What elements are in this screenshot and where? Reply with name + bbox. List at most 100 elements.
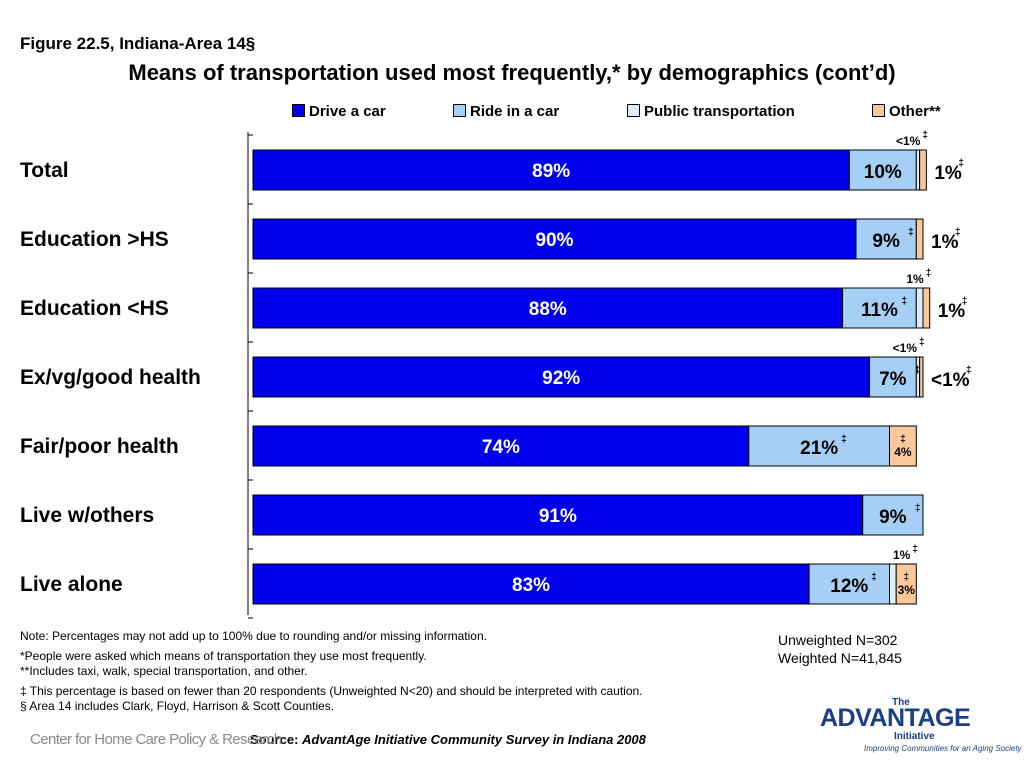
unweighted-n: Unweighted N=302 — [778, 632, 898, 648]
legend-swatch — [872, 104, 885, 117]
bar-segment — [748, 425, 890, 467]
caution-mark: ‡ — [915, 503, 921, 514]
legend-item: Ride in a car — [453, 103, 559, 120]
source-line: Source: AdvantAge Initiative Community S… — [250, 732, 646, 747]
data-label: 21% — [800, 438, 838, 459]
logo-initiative: Initiative — [894, 731, 935, 742]
bar-segment — [252, 425, 750, 467]
bar-segment — [848, 149, 917, 191]
data-label: 12% — [830, 576, 868, 597]
data-label: 10% — [864, 162, 902, 183]
bar-segment — [808, 563, 890, 605]
sample-size: Unweighted N=302 Weighted N=41,845 — [778, 631, 902, 667]
bar-segment — [915, 356, 921, 398]
legend-swatch — [627, 104, 640, 117]
source-text: AdvantAge Initiative Community Survey in… — [302, 732, 646, 747]
data-label: 9% — [872, 231, 900, 252]
data-label: 90% — [535, 230, 573, 251]
note-area: § Area 14 includes Clark, Floyd, Harriso… — [20, 699, 335, 713]
logo-tagline: Improving Communities for an Aging Socie… — [864, 744, 1022, 753]
bar-segment — [922, 287, 931, 329]
note-caution: ‡ This percentage is based on fewer than… — [20, 684, 643, 698]
bar-segment — [868, 356, 917, 398]
bar-segment — [252, 563, 810, 605]
bar-segment — [895, 563, 917, 605]
category-label: Fair/poor health — [20, 435, 179, 458]
data-label: 91% — [539, 506, 577, 527]
legend-label: Other** — [889, 103, 941, 120]
note-other: **Includes taxi, walk, special transport… — [20, 664, 308, 678]
data-label: 9% — [879, 507, 907, 528]
data-label: 1% — [934, 163, 962, 184]
legend-swatch — [292, 104, 305, 117]
data-label: 7% — [879, 369, 907, 390]
bar-segment — [855, 218, 917, 260]
data-label: 1% — [893, 548, 911, 562]
chart-title: Means of transportation used most freque… — [128, 60, 896, 85]
caution-mark: ‡ — [958, 158, 964, 169]
footnotes: Note: Percentages may not add up to 100%… — [20, 629, 643, 714]
category-label: Ex/vg/good health — [20, 366, 201, 389]
caution-mark: ‡ — [871, 572, 877, 583]
logo-the: The — [892, 697, 910, 708]
bar-segment — [915, 218, 924, 260]
bar-segment — [252, 149, 850, 191]
caution-mark: ‡ — [962, 296, 968, 307]
bar-segment — [842, 287, 917, 329]
legend-label: Ride in a car — [470, 103, 560, 120]
category-label: Live w/others — [20, 504, 155, 527]
advantage-initiative-logo: The ADVANTAGE Initiative Improving Commu… — [820, 697, 1022, 757]
data-label: 89% — [532, 161, 570, 182]
note-question: *People were asked which means of transp… — [20, 649, 427, 663]
weighted-n: Weighted N=41,845 — [778, 650, 902, 666]
data-label: 1% — [906, 272, 924, 286]
legend-item: Public transportation — [627, 103, 795, 120]
caution-mark: ‡ — [841, 434, 847, 445]
bar-segment — [889, 563, 897, 605]
data-label: <1% — [893, 341, 918, 355]
center-home-care-logo: Center for Home Care Policy & Research — [30, 731, 282, 748]
source-prefix: Source: — [250, 732, 299, 747]
caution-mark: ‡ — [926, 268, 932, 279]
bar-segment — [919, 356, 924, 398]
caution-mark: ‡ — [901, 296, 907, 307]
data-label: 74% — [482, 437, 520, 458]
legend-label: Drive a car — [309, 103, 386, 120]
logo-advantage: ADVANTAGE — [820, 704, 971, 732]
data-label: 4% — [894, 445, 912, 459]
caution-mark: ‡ — [903, 572, 909, 583]
legend-swatch — [453, 104, 466, 117]
data-label: 1% — [938, 301, 966, 322]
bar-segment — [252, 356, 870, 398]
caution-mark: ‡ — [966, 365, 972, 376]
bar-segment — [915, 287, 924, 329]
caution-mark: ‡ — [955, 227, 961, 238]
category-label: Total — [20, 159, 69, 182]
legend-item: Other** — [872, 103, 941, 120]
bar-segment — [889, 425, 917, 467]
caution-mark: ‡ — [922, 130, 928, 141]
bar-segment — [919, 149, 927, 191]
figure-label: Figure 22.5, Indiana-Area 14§ — [20, 34, 256, 53]
data-label: 88% — [529, 299, 567, 320]
bar-chart: 89% 10%<1% ‡1%‡90% 9% ‡ 1%‡88% 11% ‡1% ‡1%‡92% 7%… — [247, 130, 972, 619]
note-rounding: Note: Percentages may not add up to 100%… — [20, 629, 487, 643]
data-label: 11% — [861, 300, 898, 321]
data-label: 3% — [898, 583, 916, 597]
caution-mark: ‡ — [908, 227, 914, 238]
bar-segment — [862, 494, 924, 536]
category-label: Education <HS — [20, 297, 169, 320]
data-label: 1% — [931, 232, 959, 253]
bar-segment — [915, 149, 921, 191]
caution-mark: ‡ — [900, 434, 906, 445]
data-label: <1% — [896, 134, 921, 148]
category-label: Live alone — [20, 573, 123, 596]
data-label: 92% — [542, 368, 580, 389]
legend-label: Public transportation — [644, 103, 795, 120]
category-label: Education >HS — [20, 228, 169, 251]
data-label: <1% — [931, 370, 970, 391]
bar-segment — [252, 218, 857, 260]
caution-mark: ‡ — [919, 337, 925, 348]
caution-mark: ‡ — [915, 365, 921, 376]
data-label: 83% — [512, 575, 550, 596]
